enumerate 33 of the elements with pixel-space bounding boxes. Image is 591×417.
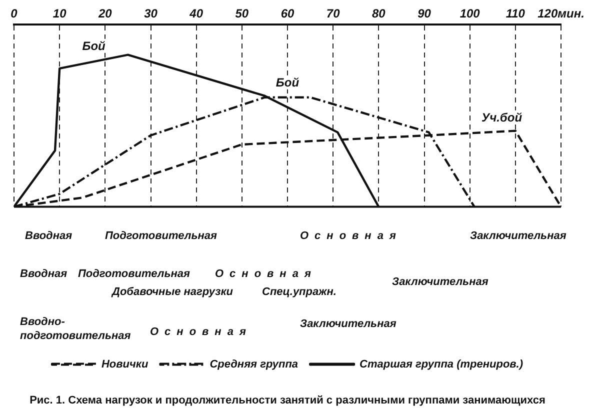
- text: Основная: [215, 266, 317, 281]
- text: Подготовительная: [78, 266, 190, 281]
- x-tick-label: 120мин.: [538, 6, 584, 21]
- text: Вводно-подготовительная: [20, 314, 131, 343]
- text: Добавочные нагрузки: [112, 284, 233, 299]
- text: Спец.упражн.: [262, 284, 336, 299]
- text: Вводная: [25, 228, 72, 243]
- text: Заключительная: [470, 228, 566, 243]
- x-tick-label: 30: [144, 6, 158, 21]
- x-tick-label: 0: [10, 6, 18, 21]
- text: Заключительная: [300, 316, 396, 331]
- legend-label: Средняя группа: [210, 358, 298, 370]
- annotation: Уч.бой: [481, 110, 523, 125]
- x-tick-label: 40: [188, 6, 204, 21]
- x-tick-label: 100: [460, 6, 480, 21]
- text: Заключительная: [392, 274, 488, 289]
- x-tick-label: 20: [97, 6, 112, 21]
- text: Основная: [300, 228, 402, 243]
- annotation: Бой: [276, 76, 300, 90]
- legend-label: Старшая группа (трениров.): [360, 358, 524, 370]
- x-tick-label: 70: [326, 6, 340, 21]
- annotation: Бой: [82, 39, 106, 54]
- x-tick-label: 110: [506, 6, 526, 21]
- x-tick-label: 90: [418, 6, 432, 21]
- x-tick-label: 80: [372, 6, 386, 21]
- x-tick-label: 50: [235, 6, 249, 21]
- text: Вводная: [20, 266, 68, 281]
- x-tick-label: 60: [280, 6, 294, 21]
- x-tick-label: 10: [52, 6, 67, 21]
- text: Подготовительная: [105, 228, 217, 243]
- text: Основная: [150, 324, 252, 339]
- text: Рис. 1. Схема нагрузок и продолжительности занятий с различными группами занимающихся: [30, 394, 546, 406]
- legend-label: Новички: [101, 358, 148, 370]
